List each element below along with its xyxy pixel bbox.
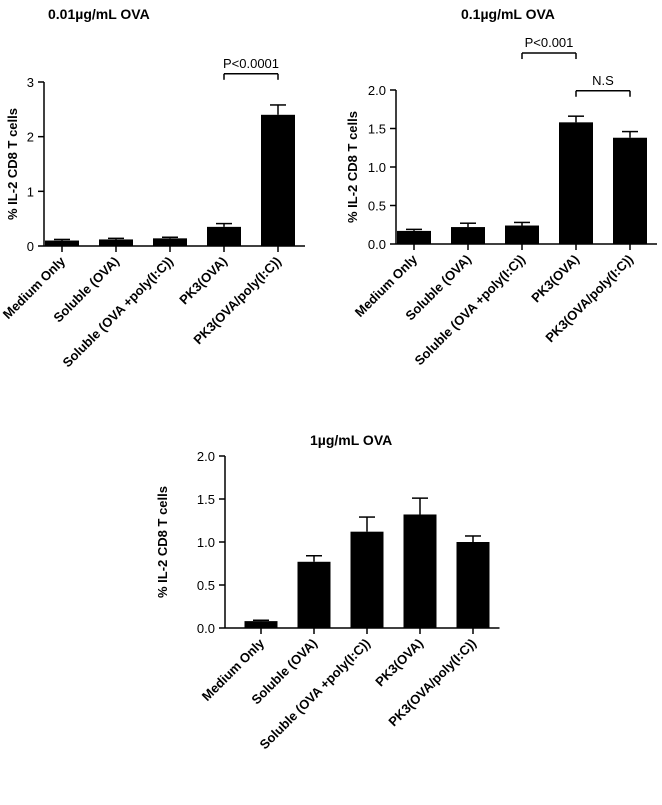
- category-label: Soluble (OVA +poly(I:C)): [60, 254, 177, 371]
- bar: [559, 122, 593, 244]
- y-tick-label: 2: [27, 130, 34, 145]
- y-axis-label: % IL-2 CD8 T cells: [345, 111, 360, 223]
- bar: [261, 114, 295, 246]
- bar: [244, 621, 278, 628]
- y-tick-label: 1.0: [197, 535, 215, 550]
- chart-title: 1µg/mL OVA: [310, 432, 392, 448]
- chart-panel-3: 1µg/mL OVA % IL-2 CD8 T cells 0.0 0.5 1.0 1.5…: [155, 432, 500, 752]
- y-axis-label: % IL-2 CD8 T cells: [5, 108, 20, 220]
- category-label: Soluble (OVA +poly(I:C)): [257, 636, 374, 753]
- y-tick-label: 1: [27, 184, 34, 199]
- y-tick-label: 0.0: [368, 237, 386, 252]
- bar: [297, 561, 331, 628]
- significance-label: P<0.0001: [223, 56, 279, 71]
- bar: [153, 238, 187, 246]
- bar: [99, 239, 133, 246]
- category-label: PK3(OVA): [372, 636, 426, 690]
- bar: [397, 230, 431, 244]
- category-label: PK3(OVA): [528, 252, 582, 306]
- y-tick-label: 0.5: [368, 199, 386, 214]
- y-tick-label: 2.0: [368, 83, 386, 98]
- bar: [207, 226, 241, 246]
- y-tick-label: 1.5: [368, 122, 386, 137]
- category-label: PK3(OVA): [176, 254, 230, 308]
- y-tick-label: 2.0: [197, 449, 215, 464]
- y-tick-label: 0.0: [197, 621, 215, 636]
- y-axis-label: % IL-2 CD8 T cells: [155, 486, 170, 598]
- y-tick-label: 3: [27, 75, 34, 90]
- significance-label: P<0.001: [525, 35, 574, 50]
- bar: [45, 240, 79, 246]
- chart-panel-2: 0.1µg/mL OVA % IL-2 CD8 T cells 0.0 0.5 1.0 1…: [345, 6, 657, 368]
- bar: [613, 137, 647, 244]
- y-tick-label: 0.5: [197, 578, 215, 593]
- significance-label: N.S: [592, 73, 614, 88]
- y-tick-label: 0: [27, 239, 34, 254]
- bar: [350, 531, 384, 628]
- category-label: Soluble (OVA +poly(I:C)): [412, 252, 529, 369]
- y-tick-label: 1.0: [368, 160, 386, 175]
- y-tick-label: 1.5: [197, 492, 215, 507]
- category-label: PK3(OVA/poly(I:C)): [385, 636, 479, 730]
- chart-panel-1: 0.01µg/mL OVA% IL-2 CD8 T cells0123Mediu…: [0, 6, 305, 370]
- chart-title: 0.01µg/mL OVA: [48, 6, 150, 22]
- bar: [403, 514, 437, 628]
- bar: [456, 542, 490, 628]
- bar: [451, 227, 485, 244]
- bar: [505, 225, 539, 244]
- chart-title: 0.1µg/mL OVA: [461, 6, 555, 22]
